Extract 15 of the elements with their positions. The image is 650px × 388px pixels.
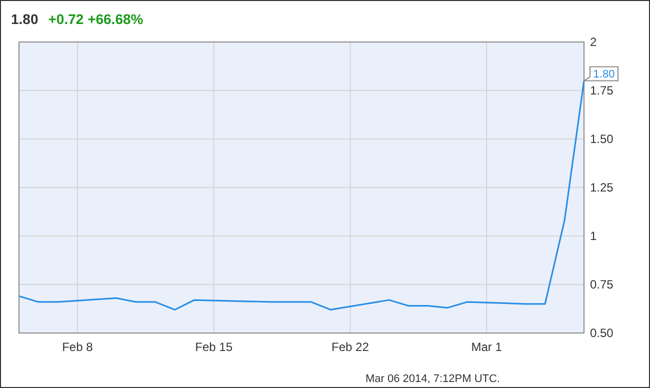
- x-tick-label: Feb 8: [62, 340, 94, 354]
- y-tick-label: 0.75: [590, 278, 614, 292]
- y-tick-label: 1: [590, 229, 597, 243]
- x-tick-label: Feb 22: [332, 340, 370, 354]
- data-label: 1.80: [593, 68, 615, 80]
- y-tick-label: 0.50: [590, 326, 614, 340]
- text: Mar 06 2014, 7:12PM UTC.: [365, 373, 500, 385]
- x-tick-label: Mar 1: [471, 340, 502, 354]
- chart-title: 1.80: [11, 11, 38, 27]
- y-tick-label: 2: [590, 35, 597, 49]
- y-tick-label: 1.75: [590, 84, 614, 98]
- x-tick-label: Feb 15: [195, 340, 233, 354]
- y-tick-label: 1.25: [590, 180, 614, 194]
- y-tick-label: 1.50: [590, 132, 614, 146]
- chart-subtitle: +0.72 +66.68%: [48, 11, 144, 27]
